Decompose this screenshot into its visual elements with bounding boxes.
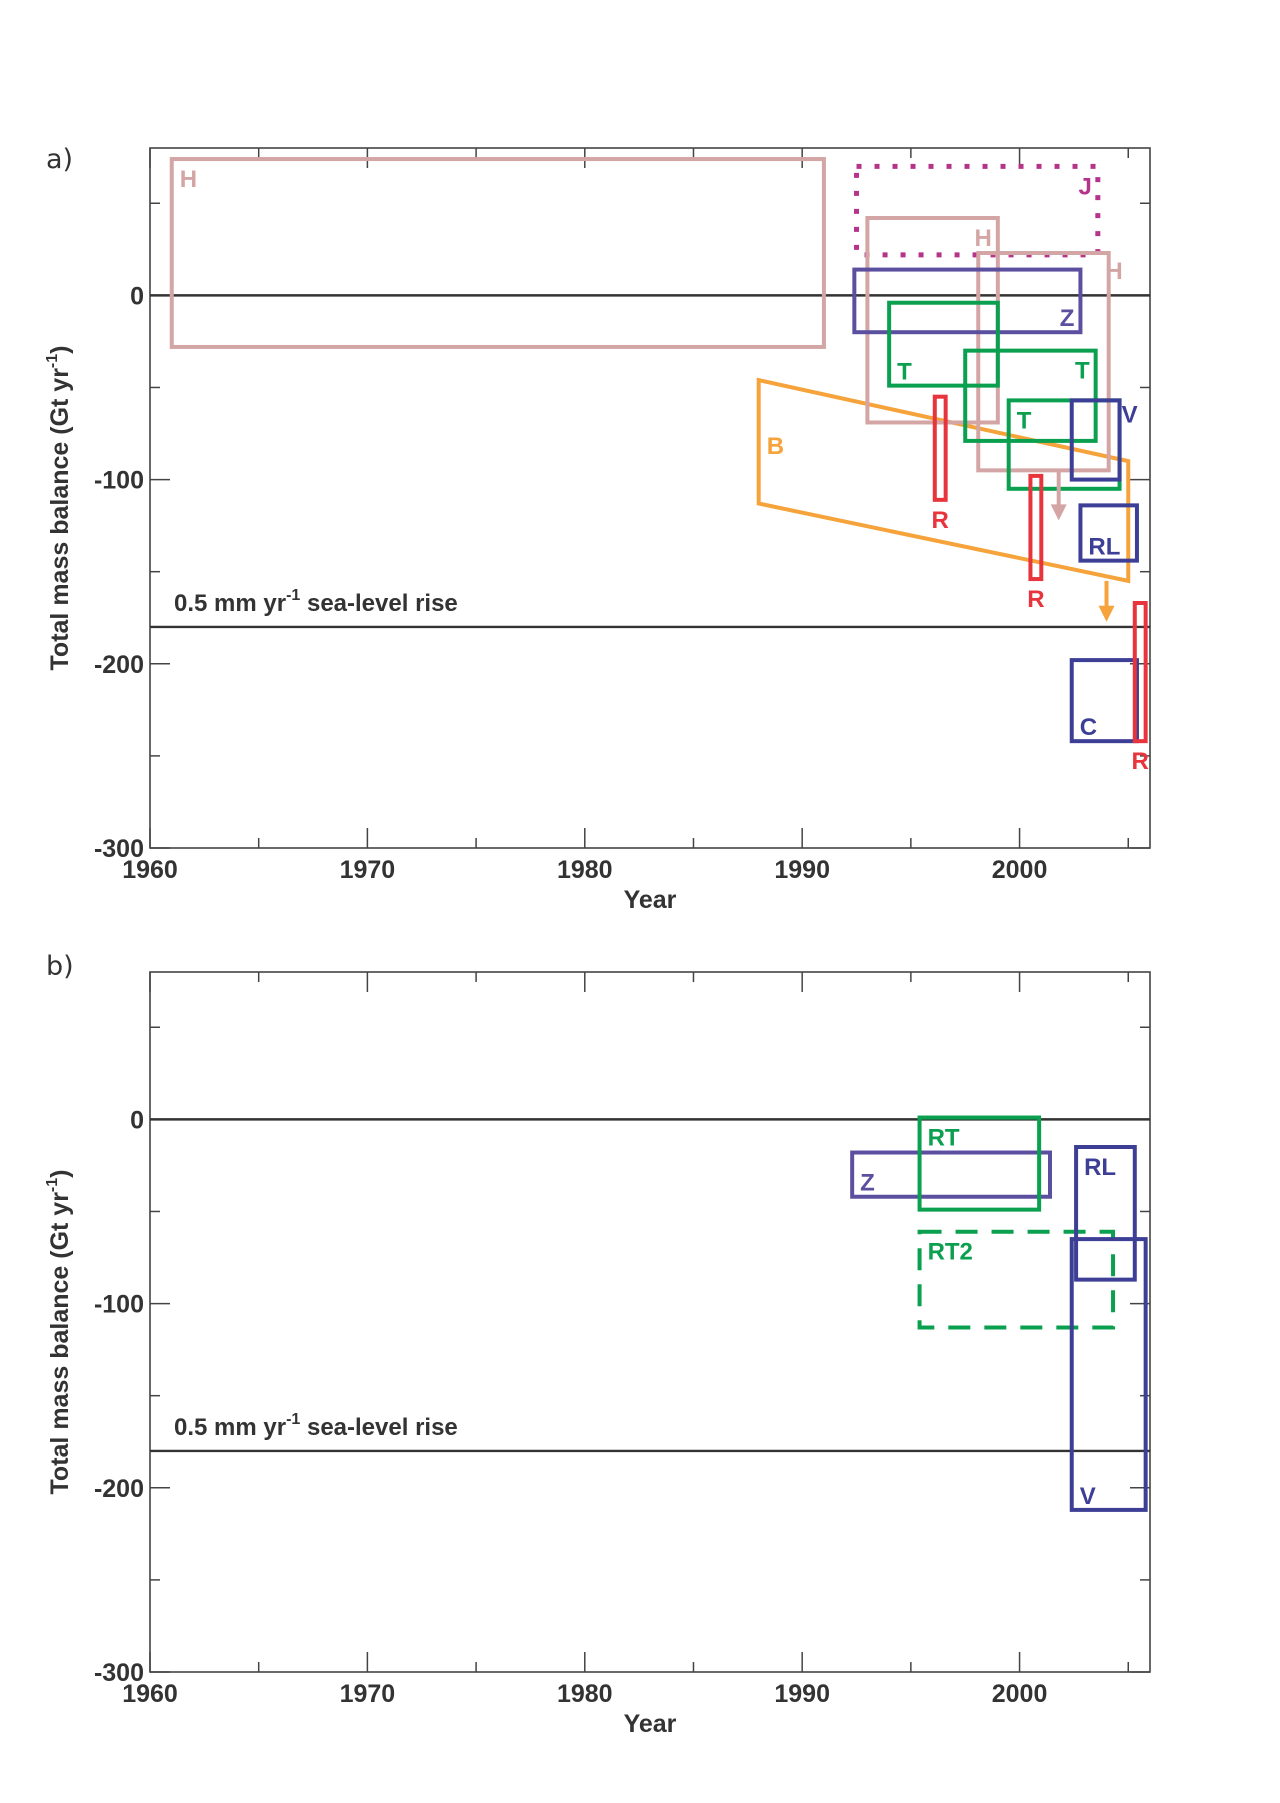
y-tick-label: 0 [130, 282, 144, 310]
estimate-label-H: H [974, 225, 991, 252]
x-tick-label: 1960 [122, 856, 178, 884]
estimate-box-Z [850, 1150, 1052, 1199]
estimate-label-V: V [1122, 401, 1138, 428]
x-tick-label: 1990 [774, 1680, 830, 1708]
panel-label: b) [46, 951, 74, 982]
estimate-box-V [1069, 1237, 1148, 1512]
estimate-label-C: C [1080, 714, 1097, 741]
x-axis-title: Year [624, 886, 677, 914]
x-tick-label: 1990 [774, 856, 830, 884]
y-tick-label: -100 [94, 1291, 144, 1319]
y-tick-label: 0 [130, 1106, 144, 1134]
estimate-label-R: R [1027, 586, 1044, 613]
estimate-box-Z [852, 267, 1083, 335]
estimate-box-V [1069, 398, 1122, 482]
x-tick-label: 1970 [340, 1680, 396, 1708]
sea-level-label: 0.5 mm yr-1 sea-level rise [174, 587, 458, 617]
estimate-box-T [887, 300, 1000, 388]
x-axis-title: Year [624, 1710, 677, 1738]
estimate-label-T: T [897, 359, 912, 386]
estimate-label-RL: RL [1084, 1154, 1116, 1181]
estimate-box-H [976, 251, 1111, 473]
estimate-polygon-B [756, 377, 1131, 584]
estimate-label-RT2: RT2 [928, 1239, 973, 1266]
panel-b: b) 1960 1970 1980 1990 2000 0 -100 -200 -300 Year T… [44, 951, 1151, 1738]
y-tick-label: -100 [94, 467, 144, 495]
estimate-box-RL [1078, 503, 1139, 563]
estimate-box-R [1132, 601, 1148, 744]
estimate-label-RL: RL [1088, 534, 1120, 561]
estimate-box-C [1069, 658, 1139, 744]
estimate-box-R [1028, 473, 1044, 582]
sea-level-label: 0.5 mm yr-1 sea-level rise [174, 1411, 458, 1441]
panel-a: a) 1960 1970 1980 1990 2000 0 -100 -200 -300 Year T… [44, 144, 1151, 914]
x-tick-label: 1980 [557, 1680, 613, 1708]
plot-frame [149, 147, 1151, 849]
y-tick-label: -200 [94, 1475, 144, 1503]
y-tick-label: -300 [94, 1659, 144, 1687]
estimate-label-Z: Z [860, 1170, 875, 1197]
estimate-box-H [169, 157, 826, 349]
estimate-label-T: T [1075, 358, 1090, 385]
estimate-label-B: B [767, 433, 784, 460]
estimate-label-RT: RT [928, 1125, 960, 1152]
estimate-label-V: V [1080, 1483, 1096, 1510]
y-tick-label: -300 [94, 835, 144, 863]
estimate-label-H: H [1105, 258, 1122, 285]
x-tick-label: 1980 [557, 856, 613, 884]
y-tick-label: -200 [94, 651, 144, 679]
estimate-label-T: T [1017, 407, 1032, 434]
panel-label: a) [46, 144, 73, 175]
x-tick-label: 1960 [122, 1680, 178, 1708]
estimate-label-Z: Z [1060, 305, 1075, 332]
estimate-box-RT [917, 1115, 1042, 1212]
x-tick-label: 2000 [992, 856, 1048, 884]
arrow-head [1098, 605, 1115, 622]
estimate-label-J: J [1078, 173, 1091, 200]
estimate-box-RL [1074, 1145, 1137, 1282]
estimate-label-R: R [1132, 748, 1149, 775]
estimate-box-T [963, 348, 1098, 443]
arrow-head [1050, 504, 1067, 521]
plot-frame [149, 971, 1151, 1673]
x-tick-label: 2000 [992, 1680, 1048, 1708]
estimate-label-R: R [932, 507, 949, 534]
estimate-label-H: H [180, 166, 197, 193]
x-tick-label: 1970 [340, 856, 396, 884]
y-axis-title: Total mass balance (Gt yr-1) [44, 346, 74, 671]
estimate-box-R [932, 394, 948, 502]
y-axis-title: Total mass balance (Gt yr-1) [44, 1170, 74, 1495]
